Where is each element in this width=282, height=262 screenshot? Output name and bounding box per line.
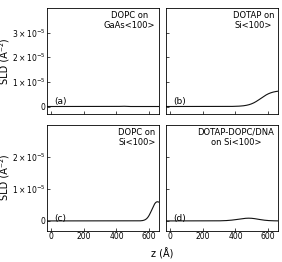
Y-axis label: SLD (Å⁻²): SLD (Å⁻²) xyxy=(0,38,10,84)
Text: DOPC on
GaAs<100>: DOPC on GaAs<100> xyxy=(104,11,155,30)
Y-axis label: SLD (Å⁻²): SLD (Å⁻²) xyxy=(0,155,10,200)
Text: DOPC on
Si<100>: DOPC on Si<100> xyxy=(118,128,155,147)
Text: (a): (a) xyxy=(54,97,67,106)
Text: DOTAP-DOPC/DNA
on Si<100>: DOTAP-DOPC/DNA on Si<100> xyxy=(197,128,274,147)
Text: (d): (d) xyxy=(173,214,186,223)
Text: (b): (b) xyxy=(173,97,186,106)
Text: z (Å): z (Å) xyxy=(151,248,173,259)
Text: DOTAP on
Si<100>: DOTAP on Si<100> xyxy=(233,11,274,30)
Text: (c): (c) xyxy=(54,214,66,223)
